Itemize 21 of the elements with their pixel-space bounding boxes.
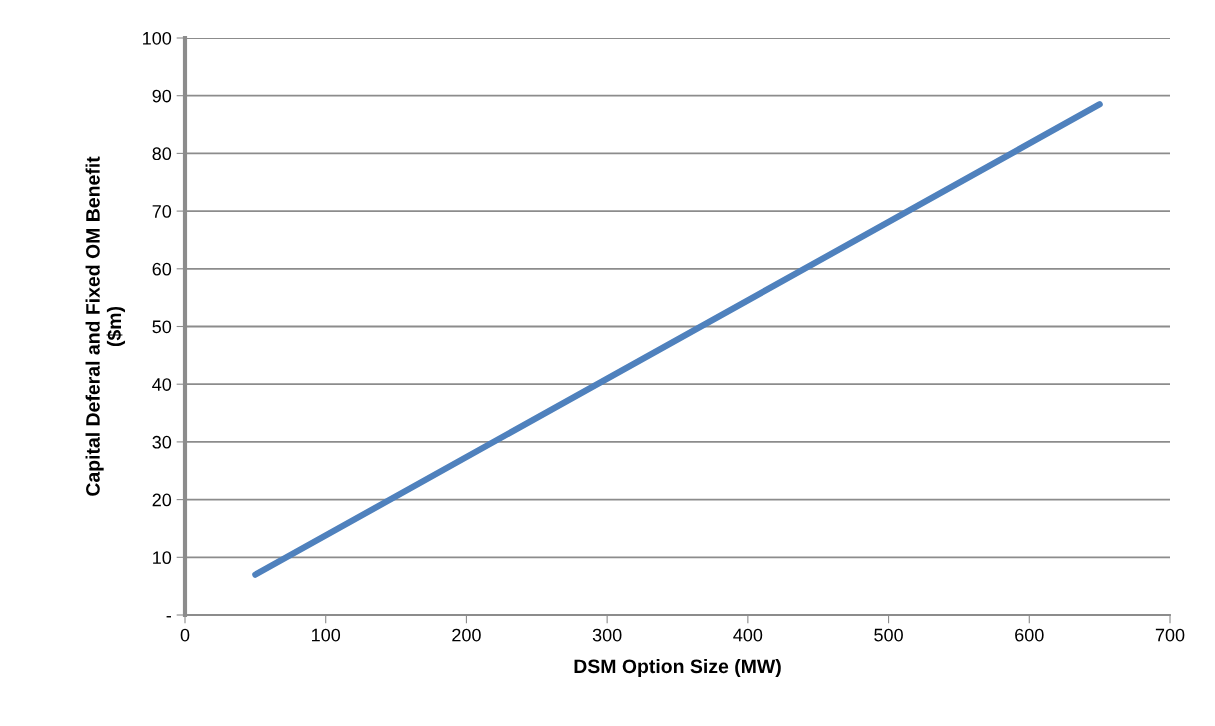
x-tick-label: 600 xyxy=(1015,628,1044,642)
x-tick-label: 400 xyxy=(733,628,763,642)
y-tick-label: - xyxy=(166,616,171,618)
y-tick-label: 50 xyxy=(152,320,172,334)
y-tick-label: 20 xyxy=(152,493,172,507)
x-tick-label: 100 xyxy=(312,628,341,642)
x-tick-label: 200 xyxy=(452,628,481,642)
y-axis-title: Capital Deferal and Fixed OM Benefit ($m) xyxy=(85,156,126,496)
y-tick-label: 100 xyxy=(143,31,172,45)
x-tick-label: 0 xyxy=(180,628,190,642)
y-tick-label: 80 xyxy=(152,147,172,161)
y-tick-label: 70 xyxy=(152,205,172,218)
x-tick-label: 700 xyxy=(1155,628,1185,642)
y-tick-label: 10 xyxy=(153,551,172,565)
y-tick-label: 40 xyxy=(152,378,172,391)
y-tick-label: 30 xyxy=(152,435,172,449)
y-tick-label: 60 xyxy=(152,262,172,276)
x-tick-label: 300 xyxy=(592,628,622,642)
y-tick-label: 90 xyxy=(152,89,172,103)
x-tick-label: 500 xyxy=(874,628,903,642)
x-axis-title: DSM Option Size (MW) xyxy=(574,658,781,678)
